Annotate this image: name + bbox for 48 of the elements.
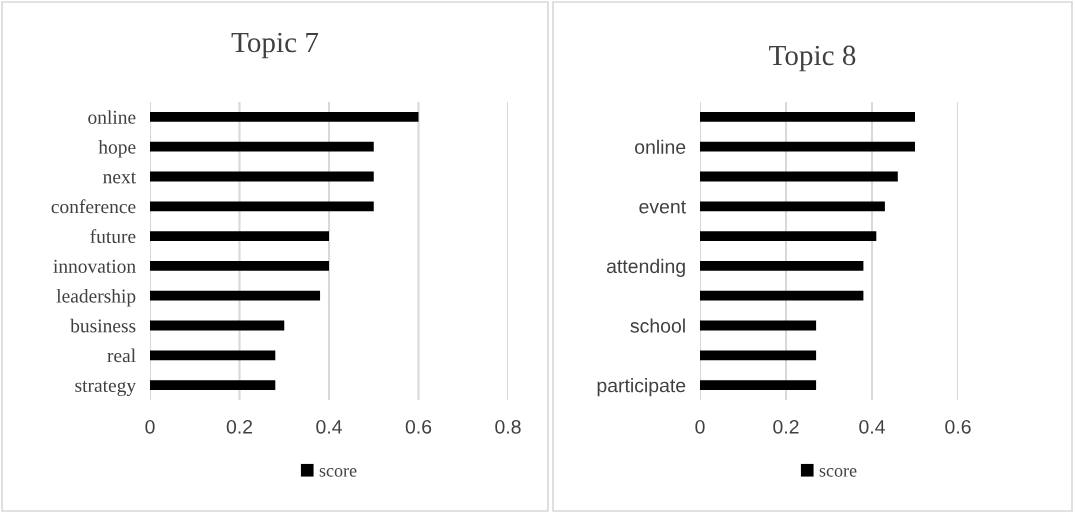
y-tick-label: innovation (53, 259, 136, 273)
bar (150, 171, 374, 182)
bar (150, 350, 276, 361)
y-tick-label: attending (606, 258, 685, 277)
bar (150, 290, 321, 301)
y-tick-label: hope (98, 139, 136, 158)
x-tick-label: 0.2 (226, 419, 253, 434)
bar (700, 111, 915, 122)
x-tick-label: 0.8 (495, 419, 521, 434)
bar (700, 260, 864, 271)
bar (700, 350, 817, 361)
bar (700, 201, 885, 212)
x-tick-label: 0.4 (859, 419, 885, 434)
bar (150, 141, 374, 152)
bar (150, 320, 285, 331)
y-tick-label: online (88, 110, 136, 124)
y-tick-label: leadership (56, 288, 136, 307)
y-tick-label: business (70, 318, 136, 333)
x-tick-label: 0 (695, 419, 705, 434)
bar (150, 260, 329, 271)
y-tick-label: online (635, 139, 686, 154)
chart-title: Topic 7 (231, 32, 319, 59)
y-tick-label: future (90, 229, 136, 244)
bar (150, 380, 276, 391)
bar (150, 231, 329, 242)
bar (150, 111, 419, 122)
y-tick-label: participate (597, 378, 686, 397)
x-tick-label: 0 (145, 419, 155, 434)
x-tick-label: 0.4 (316, 419, 342, 434)
bar (700, 290, 864, 301)
y-tick-label: strategy (75, 380, 137, 397)
y-tick-label: conference (51, 199, 136, 214)
bar (700, 380, 817, 391)
bar (700, 320, 817, 331)
bar (150, 201, 374, 212)
x-tick-label: 0.6 (945, 419, 971, 434)
y-tick-label: next (103, 172, 136, 184)
bar (700, 231, 877, 242)
y-tick-label: real (107, 348, 136, 363)
x-tick-label: 0.6 (405, 419, 432, 434)
chart-title: Topic 8 (769, 45, 856, 72)
bar (700, 171, 898, 182)
bar (700, 141, 915, 152)
y-tick-label: event (639, 200, 686, 214)
x-tick-label: 0.2 (773, 419, 799, 434)
legend-label: score (819, 468, 857, 477)
legend-label: score (319, 468, 357, 477)
y-tick-label: school (630, 318, 685, 333)
